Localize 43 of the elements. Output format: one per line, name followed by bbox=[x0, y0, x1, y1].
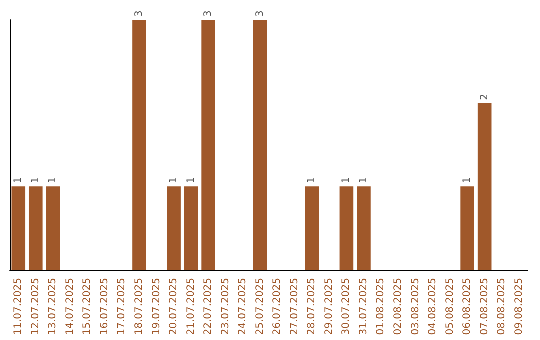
x-tick-label: 11.07.2025 bbox=[13, 278, 24, 336]
data-label: 3 bbox=[134, 10, 145, 17]
x-tick-label: 03.08.2025 bbox=[410, 278, 422, 336]
x-tick-label: 19.07.2025 bbox=[151, 278, 162, 336]
x-tick-label: 29.07.2025 bbox=[324, 278, 335, 336]
data-label: 3 bbox=[254, 10, 266, 17]
x-tick-label: 06.08.2025 bbox=[462, 278, 474, 336]
x-tick-label: 18.07.2025 bbox=[134, 278, 145, 336]
x-tick-label: 22.07.2025 bbox=[203, 278, 214, 336]
x-tick-label: 09.08.2025 bbox=[514, 278, 525, 336]
x-tick-label: 08.08.2025 bbox=[496, 278, 508, 336]
data-label: 1 bbox=[462, 177, 474, 184]
x-tick-label: 02.08.2025 bbox=[393, 278, 404, 336]
x-tick-label: 20.07.2025 bbox=[168, 278, 180, 336]
x-tick-label: 27.07.2025 bbox=[289, 278, 300, 336]
data-label: 1 bbox=[358, 177, 370, 184]
x-tick-label: 26.07.2025 bbox=[272, 278, 284, 336]
data-label: 1 bbox=[341, 177, 352, 184]
x-tick-label: 13.07.2025 bbox=[48, 278, 59, 336]
x-tick-label: 28.07.2025 bbox=[306, 278, 318, 336]
x-tick-label: 15.07.2025 bbox=[82, 278, 94, 336]
data-label: 1 bbox=[306, 177, 318, 184]
x-tick-label: 14.07.2025 bbox=[64, 278, 76, 336]
data-label: 3 bbox=[203, 10, 214, 17]
x-tick-label: 16.07.2025 bbox=[99, 278, 110, 336]
data-label: 1 bbox=[168, 177, 180, 184]
x-tick-label: 05.08.2025 bbox=[444, 278, 456, 336]
x-tick-label: 07.08.2025 bbox=[479, 278, 490, 336]
x-tick-label: 31.07.2025 bbox=[358, 278, 370, 336]
x-tick-label: 23.07.2025 bbox=[220, 278, 232, 336]
x-tick-label: 17.07.2025 bbox=[116, 278, 128, 336]
x-tick-label: 12.07.2025 bbox=[30, 278, 42, 336]
data-label: 2 bbox=[479, 94, 490, 100]
x-tick-label: 21.07.2025 bbox=[186, 278, 197, 336]
data-label: 1 bbox=[186, 177, 197, 184]
x-tick-label: 04.08.2025 bbox=[428, 278, 439, 336]
x-tick-label: 24.07.2025 bbox=[238, 278, 249, 336]
data-label: 1 bbox=[13, 177, 24, 184]
data-label: 1 bbox=[48, 177, 59, 184]
data-label: 1 bbox=[30, 177, 42, 184]
x-tick-label: 01.08.2025 bbox=[376, 278, 387, 336]
x-tick-label: 30.07.2025 bbox=[341, 278, 352, 336]
x-tick-label: 25.07.2025 bbox=[254, 278, 266, 336]
